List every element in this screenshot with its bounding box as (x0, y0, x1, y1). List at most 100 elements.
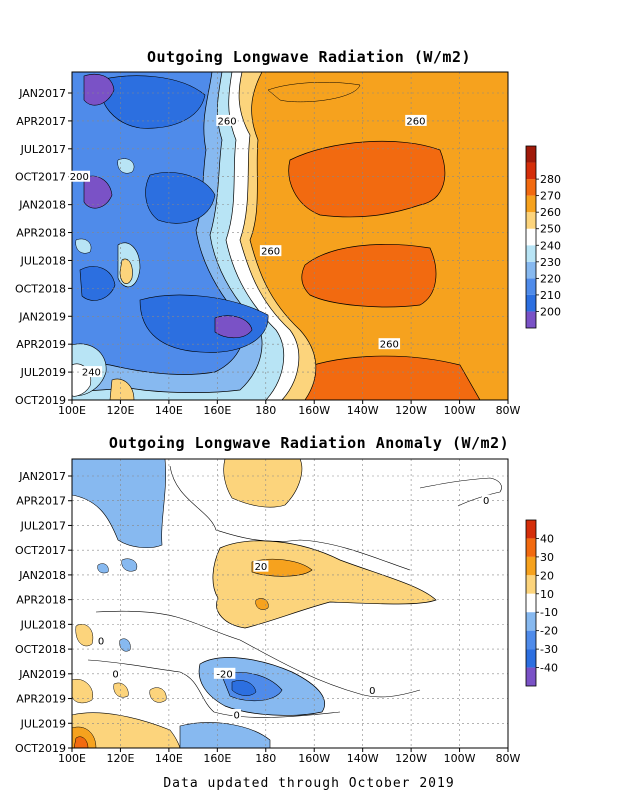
colorbar-tick-label: 230 (540, 256, 561, 269)
x-tick-label: 100W (444, 404, 476, 417)
anomaly-plot-frame (71, 458, 509, 749)
colorbar-swatch (526, 520, 536, 539)
y-tick-label: JUL2017 (20, 143, 66, 156)
contour-label-bg (111, 667, 120, 679)
colorbar-tick-label: 200 (540, 305, 561, 318)
contour-label: 260 (217, 116, 236, 127)
y-tick-label: JAN2017 (18, 470, 66, 483)
colorbar-tick-label: 210 (540, 289, 561, 302)
anomaly-chart-title: Outgoing Longwave Radiation Anomaly (W/m… (108, 434, 510, 452)
colorbar-tick-label: 240 (540, 239, 561, 252)
y-tick-label: JAN2019 (18, 668, 66, 681)
contour-label: 260 (406, 116, 425, 127)
colorbar-swatch (526, 556, 536, 576)
y-tick-label: JAN2017 (18, 87, 66, 100)
x-tick-label: 140W (347, 752, 379, 765)
colorbar-tick-label: 40 (540, 532, 554, 545)
contour-label-bg (216, 114, 238, 126)
x-tick-label: 180 (255, 752, 276, 765)
x-tick-label: 140E (155, 752, 183, 765)
x-tick-label: 100W (444, 752, 476, 765)
colorbar-swatch (526, 630, 536, 650)
x-tick-label: 120W (395, 752, 427, 765)
contour-label: 240 (82, 368, 101, 379)
x-tick-label: 100E (58, 752, 86, 765)
colorbar-swatch (526, 575, 536, 594)
y-tick-label: APR2019 (16, 693, 66, 706)
contour-label: 0 (483, 496, 489, 507)
contour-label-bg (68, 170, 91, 182)
colorbar-frame (525, 519, 537, 687)
contour-label-bg (80, 366, 103, 378)
anomaly-colorbar: 40 30 20 10 -10 -20 -30 -40 (525, 519, 558, 687)
x-tick-label: 80W (496, 752, 521, 765)
y-tick-label: OCT2018 (15, 282, 66, 295)
colorbar-swatch (526, 162, 536, 180)
colorbar-frame (525, 145, 537, 329)
colorbar-tick-label: 270 (540, 190, 561, 203)
colorbar-tick-label: 260 (540, 206, 561, 219)
olr-plot-frame (71, 71, 509, 401)
x-tick-label: 120W (395, 404, 427, 417)
colorbar-swatch (526, 261, 536, 279)
colorbar-tick-label: -40 (540, 662, 558, 675)
contour-label: 260 (380, 340, 399, 351)
colorbar-tick-label: 30 (540, 551, 554, 564)
contour-label: 0 (112, 669, 118, 680)
colorbar-tick-label: -20 (540, 625, 558, 638)
x-tick-label: 160W (298, 404, 330, 417)
colorbar-swatch (526, 667, 536, 686)
y-tick-label: APR2017 (16, 495, 66, 508)
olr-contour-labels: 260 260 200 260 260 240 (68, 114, 427, 379)
colorbar-swatch (526, 311, 536, 328)
x-tick-label: 180 (255, 404, 276, 417)
contour-label-bg (368, 684, 377, 696)
y-tick-label: JUL2019 (20, 366, 66, 379)
colorbar-swatch (526, 245, 536, 262)
anomaly-field (72, 459, 508, 748)
colorbar-tick-label: 10 (540, 588, 554, 601)
y-tick-label: JAN2018 (18, 199, 66, 212)
y-tick-label: JUL2018 (20, 254, 66, 267)
colorbar-swatch (526, 294, 536, 312)
anomaly-axis-ticks: JAN2017 APR2017 JUL2017 OCT2017 JAN2018 APR20… (15, 470, 521, 765)
y-tick-label: OCT2019 (15, 742, 66, 755)
y-tick-label: OCT2017 (15, 171, 66, 184)
colorbar-swatch (526, 195, 536, 213)
y-tick-label: OCT2019 (15, 394, 66, 407)
colorbar-tick-label: 280 (540, 173, 561, 186)
y-tick-label: OCT2018 (15, 643, 66, 656)
y-tick-label: APR2018 (16, 594, 66, 607)
contour-label: 20 (255, 562, 268, 573)
anomaly-contour-labels: 20 0 0 -20 0 0 0 (96, 494, 491, 722)
colorbar-swatch (526, 212, 536, 229)
colorbar-swatch (526, 278, 536, 295)
y-tick-label: APR2018 (16, 227, 66, 240)
y-tick-label: APR2017 (16, 115, 66, 128)
contour-label-bg (259, 245, 282, 257)
y-tick-label: JUL2019 (20, 717, 66, 730)
data-updated-footer: Data updated through October 2019 (163, 776, 455, 791)
y-tick-label: JUL2017 (20, 519, 66, 532)
x-tick-label: 120E (106, 404, 134, 417)
olr-field (72, 72, 508, 400)
colorbar-tick-label: 220 (540, 272, 561, 285)
colorbar-swatch (526, 179, 536, 196)
colorbar-tick-label: 20 (540, 569, 554, 582)
colorbar-tick-label: 250 (540, 223, 561, 236)
y-tick-label: JAN2018 (18, 569, 66, 582)
contour-label-bg (481, 494, 491, 506)
contour-label-bg (253, 560, 269, 572)
contour-label: 0 (234, 711, 240, 722)
x-tick-label: 160E (203, 404, 231, 417)
y-tick-label: OCT2017 (15, 544, 66, 557)
y-tick-label: JUL2018 (20, 618, 66, 631)
colorbar-swatch (526, 649, 536, 668)
x-tick-label: 120E (106, 752, 134, 765)
contour-label-bg (232, 709, 241, 721)
colorbar-tick-label: -10 (540, 606, 558, 619)
anomaly-grid (72, 459, 508, 748)
colorbar-swatch (526, 228, 536, 246)
contour-label: -20 (216, 669, 232, 680)
